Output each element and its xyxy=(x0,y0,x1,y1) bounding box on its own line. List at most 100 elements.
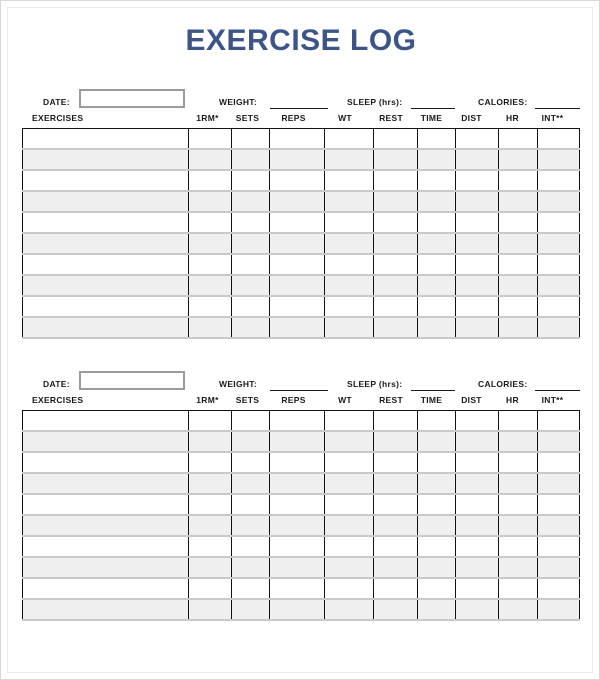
cell-hr[interactable] xyxy=(498,295,539,318)
cell-wt[interactable] xyxy=(324,274,374,297)
cell-wt[interactable] xyxy=(324,472,374,495)
cell-wt[interactable] xyxy=(324,316,374,339)
cell-rest[interactable] xyxy=(372,274,419,297)
cell-hr[interactable] xyxy=(498,190,539,213)
cell-wt[interactable] xyxy=(324,169,374,192)
cell-rest[interactable] xyxy=(372,410,419,432)
cell-wt[interactable] xyxy=(324,211,374,234)
cell-1rm[interactable] xyxy=(187,128,233,150)
cell-int[interactable] xyxy=(537,148,580,171)
cell-rest[interactable] xyxy=(372,451,419,474)
cell-rest[interactable] xyxy=(372,253,419,276)
cell-exercises[interactable] xyxy=(22,211,189,234)
cell-hr[interactable] xyxy=(498,316,539,339)
cell-exercises[interactable] xyxy=(22,577,189,600)
cell-exercises[interactable] xyxy=(22,451,189,474)
cell-int[interactable] xyxy=(537,232,580,255)
cell-dist[interactable] xyxy=(454,535,500,558)
cell-1rm[interactable] xyxy=(187,169,233,192)
cell-1rm[interactable] xyxy=(187,451,233,474)
cell-int[interactable] xyxy=(537,430,580,453)
cell-wt[interactable] xyxy=(324,190,374,213)
cell-dist[interactable] xyxy=(454,472,500,495)
cell-wt[interactable] xyxy=(324,295,374,318)
cell-1rm[interactable] xyxy=(187,274,233,297)
cell-time[interactable] xyxy=(417,556,456,579)
cell-rest[interactable] xyxy=(372,295,419,318)
cell-hr[interactable] xyxy=(498,535,539,558)
cell-dist[interactable] xyxy=(454,190,500,213)
cell-hr[interactable] xyxy=(498,493,539,516)
cell-int[interactable] xyxy=(537,598,580,621)
cell-time[interactable] xyxy=(417,598,456,621)
cell-dist[interactable] xyxy=(454,514,500,537)
cell-time[interactable] xyxy=(417,410,456,432)
cell-hr[interactable] xyxy=(498,430,539,453)
cell-reps[interactable] xyxy=(268,190,326,213)
cell-int[interactable] xyxy=(537,493,580,516)
cell-int[interactable] xyxy=(537,274,580,297)
calories-input-1[interactable] xyxy=(535,108,580,109)
cell-rest[interactable] xyxy=(372,556,419,579)
cell-time[interactable] xyxy=(417,514,456,537)
cell-wt[interactable] xyxy=(324,148,374,171)
cell-time[interactable] xyxy=(417,232,456,255)
cell-int[interactable] xyxy=(537,295,580,318)
cell-rest[interactable] xyxy=(372,493,419,516)
cell-sets[interactable] xyxy=(231,148,270,171)
cell-time[interactable] xyxy=(417,577,456,600)
cell-reps[interactable] xyxy=(268,535,326,558)
cell-hr[interactable] xyxy=(498,148,539,171)
cell-rest[interactable] xyxy=(372,535,419,558)
cell-sets[interactable] xyxy=(231,190,270,213)
cell-rest[interactable] xyxy=(372,316,419,339)
cell-exercises[interactable] xyxy=(22,128,189,150)
cell-reps[interactable] xyxy=(268,148,326,171)
cell-sets[interactable] xyxy=(231,169,270,192)
cell-exercises[interactable] xyxy=(22,274,189,297)
cell-exercises[interactable] xyxy=(22,232,189,255)
cell-time[interactable] xyxy=(417,316,456,339)
cell-time[interactable] xyxy=(417,169,456,192)
cell-time[interactable] xyxy=(417,190,456,213)
cell-rest[interactable] xyxy=(372,232,419,255)
cell-1rm[interactable] xyxy=(187,295,233,318)
cell-hr[interactable] xyxy=(498,598,539,621)
cell-wt[interactable] xyxy=(324,535,374,558)
cell-reps[interactable] xyxy=(268,514,326,537)
cell-exercises[interactable] xyxy=(22,410,189,432)
cell-exercises[interactable] xyxy=(22,295,189,318)
cell-dist[interactable] xyxy=(454,316,500,339)
cell-wt[interactable] xyxy=(324,128,374,150)
cell-dist[interactable] xyxy=(454,148,500,171)
cell-wt[interactable] xyxy=(324,232,374,255)
cell-int[interactable] xyxy=(537,577,580,600)
cell-time[interactable] xyxy=(417,253,456,276)
cell-time[interactable] xyxy=(417,295,456,318)
cell-dist[interactable] xyxy=(454,253,500,276)
cell-time[interactable] xyxy=(417,535,456,558)
cell-rest[interactable] xyxy=(372,598,419,621)
cell-int[interactable] xyxy=(537,451,580,474)
cell-dist[interactable] xyxy=(454,295,500,318)
cell-int[interactable] xyxy=(537,211,580,234)
cell-time[interactable] xyxy=(417,211,456,234)
cell-1rm[interactable] xyxy=(187,493,233,516)
cell-1rm[interactable] xyxy=(187,253,233,276)
cell-time[interactable] xyxy=(417,493,456,516)
cell-sets[interactable] xyxy=(231,253,270,276)
cell-1rm[interactable] xyxy=(187,430,233,453)
cell-int[interactable] xyxy=(537,472,580,495)
cell-exercises[interactable] xyxy=(22,514,189,537)
cell-dist[interactable] xyxy=(454,128,500,150)
cell-sets[interactable] xyxy=(231,232,270,255)
cell-sets[interactable] xyxy=(231,493,270,516)
cell-sets[interactable] xyxy=(231,577,270,600)
cell-hr[interactable] xyxy=(498,556,539,579)
cell-reps[interactable] xyxy=(268,410,326,432)
weight-input-2[interactable] xyxy=(270,390,328,391)
cell-1rm[interactable] xyxy=(187,232,233,255)
cell-reps[interactable] xyxy=(268,295,326,318)
cell-1rm[interactable] xyxy=(187,598,233,621)
cell-int[interactable] xyxy=(537,253,580,276)
